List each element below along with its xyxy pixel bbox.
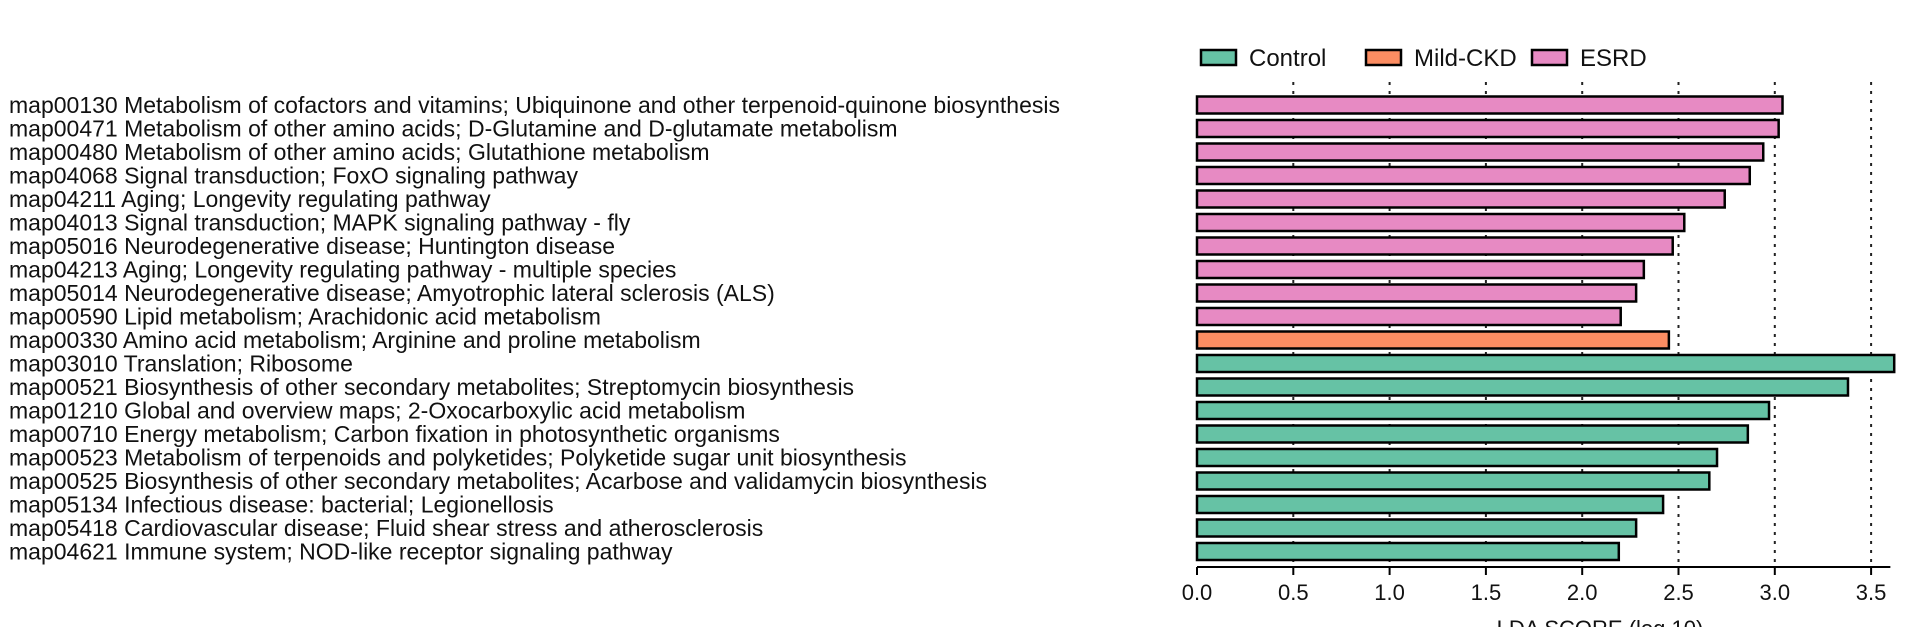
bar xyxy=(1195,236,1674,256)
bar xyxy=(1195,165,1752,186)
legend-label: Control xyxy=(1249,45,1326,72)
term-label: map05134 Infectious disease: bacterial; … xyxy=(9,492,554,518)
bar xyxy=(1195,353,1896,374)
bar xyxy=(1195,400,1771,421)
legend-swatch xyxy=(1530,48,1569,67)
term-label: map05014 Neurodegenerative disease; Amyo… xyxy=(9,280,775,306)
legend: Control Mild-CKD ESRD xyxy=(1199,45,1647,72)
bar xyxy=(1195,471,1711,491)
term-label: map00480 Metabolism of other amino acids… xyxy=(9,139,710,165)
term-label: map00330 Amino acid metabolism; Arginine… xyxy=(9,327,701,353)
term-label: map05016 Neurodegenerative disease; Hunt… xyxy=(9,233,615,259)
term-label: map00525 Biosynthesis of other secondary… xyxy=(9,468,987,494)
bar xyxy=(1195,259,1646,280)
term-label: map04213 Aging; Longevity regulating pat… xyxy=(9,257,676,283)
term-label: map00471 Metabolism of other amino acids… xyxy=(9,116,897,142)
term-label: map05418 Cardiovascular disease; Fluid s… xyxy=(9,515,763,541)
bar xyxy=(1195,283,1638,303)
bar xyxy=(1195,330,1671,350)
bar xyxy=(1195,142,1765,162)
term-label: map00521 Biosynthesis of other secondary… xyxy=(9,374,854,400)
bar xyxy=(1195,212,1686,233)
legend-swatch xyxy=(1199,48,1238,67)
term-label: map03010 Translation; Ribosome xyxy=(9,351,353,377)
x-tick-label: 3.5 xyxy=(1856,580,1887,605)
bar xyxy=(1195,447,1719,468)
term-label: map00710 Energy metabolism; Carbon fixat… xyxy=(9,421,780,447)
legend-label: ESRD xyxy=(1580,45,1647,72)
x-tick-label: 1.5 xyxy=(1471,580,1502,605)
bar xyxy=(1195,541,1621,562)
bar xyxy=(1195,306,1622,327)
term-label: map00590 Lipid metabolism; Arachidonic a… xyxy=(9,304,601,330)
term-label: map04013 Signal transduction; MAPK signa… xyxy=(9,210,631,236)
legend-swatch xyxy=(1364,48,1403,67)
x-tick-label: 0.5 xyxy=(1278,580,1309,605)
term-label: map04068 Signal transduction; FoxO signa… xyxy=(9,163,578,189)
term-label: map00130 Metabolism of cofactors and vit… xyxy=(9,92,1060,118)
x-axis-title: LDA SCORE (log 10) xyxy=(1497,616,1704,627)
legend-label: Mild-CKD xyxy=(1414,45,1517,72)
x-tick-label: 1.0 xyxy=(1374,580,1405,605)
x-tick-label: 2.0 xyxy=(1567,580,1598,605)
term-label: map00523 Metabolism of terpenoids and po… xyxy=(9,445,907,471)
bar xyxy=(1195,95,1784,115)
bar xyxy=(1195,424,1750,444)
bar xyxy=(1195,377,1850,397)
term-label: map04621 Immune system; NOD-like recepto… xyxy=(9,539,673,565)
term-label: map04211 Aging; Longevity regulating pat… xyxy=(9,186,491,212)
term-labels: map00130 Metabolism of cofactors and vit… xyxy=(9,92,1060,565)
bar xyxy=(1195,518,1638,538)
x-tick-label: 3.0 xyxy=(1760,580,1791,605)
bar xyxy=(1195,494,1665,515)
x-tick-label: 2.5 xyxy=(1663,580,1694,605)
bar xyxy=(1195,189,1726,209)
term-label: map01210 Global and overview maps; 2-Oxo… xyxy=(9,398,745,424)
bar xyxy=(1195,118,1780,139)
x-axis: 0.0 0.5 1.0 1.5 2.0 2.5 3.0 3.5 xyxy=(1182,566,1891,605)
bars xyxy=(1195,95,1896,562)
x-tick-label: 0.0 xyxy=(1182,580,1213,605)
